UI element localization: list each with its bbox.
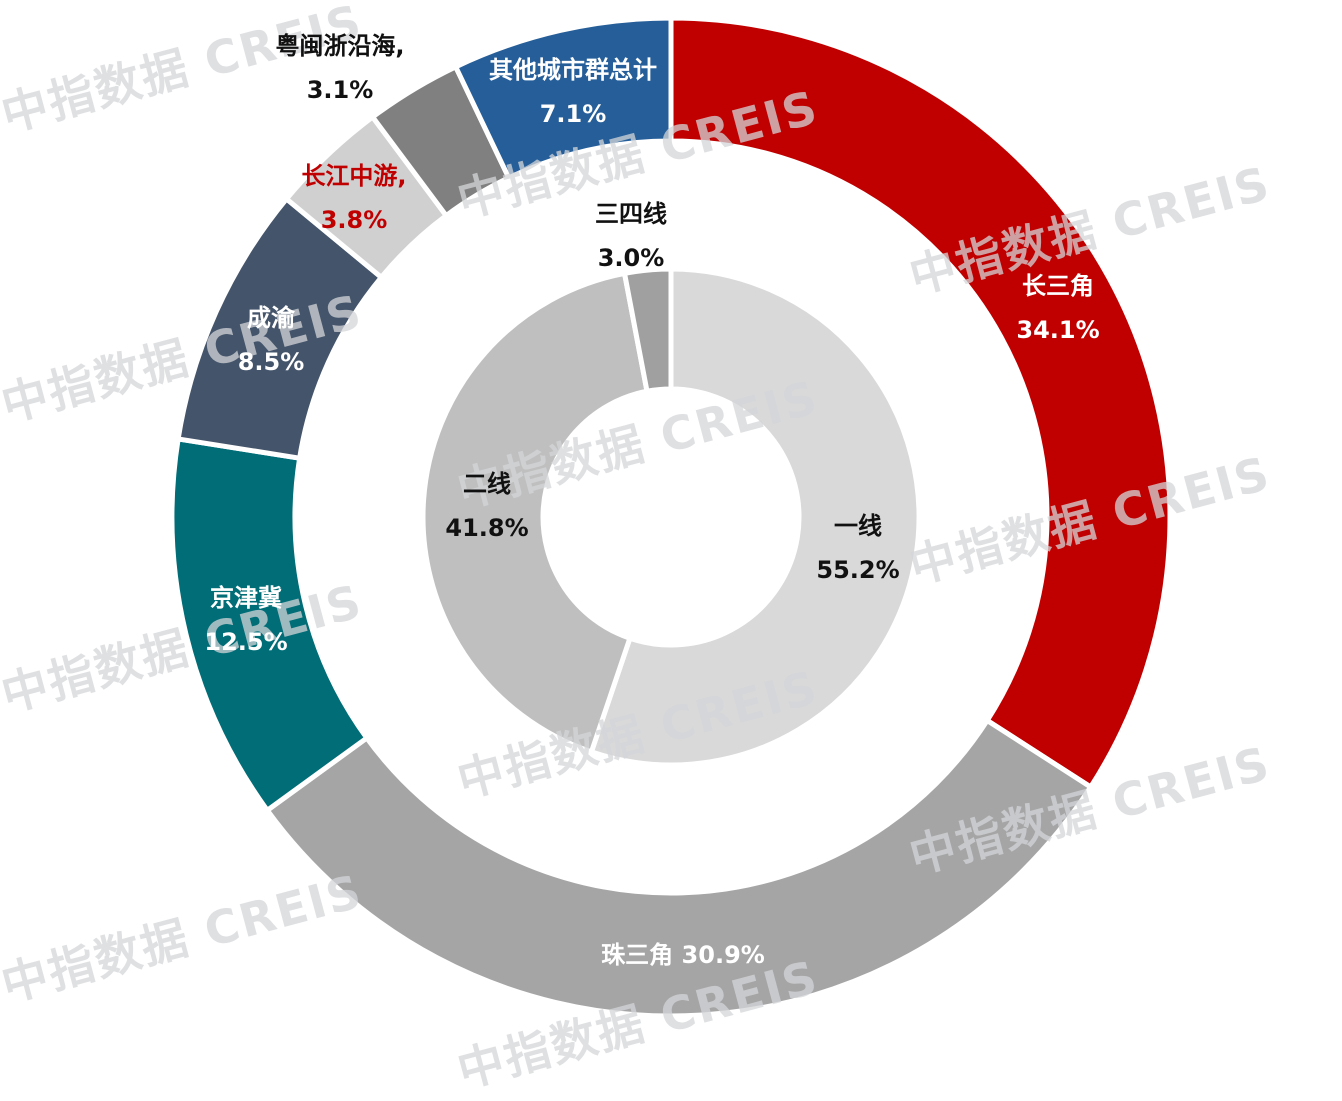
segment-name: 珠三角 [601,941,674,969]
segment-label: 三四线 3.0% [595,192,667,280]
donut-segment-inner-0 [588,266,922,768]
donut-segment-outer-0 [668,15,1173,791]
segment-name: 长三角 [1021,272,1094,300]
segment-name: 一线 [833,512,882,540]
segment-name: 二线 [462,470,511,498]
segment-percent: 3.8% [320,206,388,234]
segment-percent: 3.1% [306,76,374,104]
segment-label: 长江中游, 3.8% [301,154,406,242]
segment-label: 粤闽浙沿海, 3.1% [275,24,404,112]
segment-label: 长三角 34.1% [1016,264,1099,352]
segment-percent: 34.1% [1016,316,1100,344]
inner-ring [420,266,922,768]
segment-name: 其他城市群总计 [489,56,657,84]
segment-percent: 3.0% [597,244,665,272]
segment-percent: 41.8% [445,514,529,542]
segment-name: 三四线 [595,200,667,228]
segment-label: 其他城市群总计 7.1% [489,48,657,136]
donut-segment-outer-1 [263,717,1095,1019]
segment-percent: 55.2% [816,556,900,584]
nested-donut-chart [169,15,1173,1019]
segment-percent: 12.5% [204,628,288,656]
segment-name: 成渝 [247,304,295,332]
outer-ring [169,15,1173,1019]
segment-label: 成渝 8.5% [238,296,305,384]
donut-segment-inner-2 [621,266,674,395]
segment-percent: 30.9% [681,941,765,969]
segment-name: 京津冀 [209,584,282,612]
segment-label: 珠三角 30.9% [601,933,765,977]
segment-percent: 7.1% [539,100,607,128]
segment-name: 长江中游, [301,162,407,190]
donut-segment-outer-6 [452,15,674,182]
donut-segment-inner-1 [420,270,650,756]
segment-label: 二线 41.8% [445,462,528,550]
segment-percent: 8.5% [237,348,305,376]
segment-label: 一线 55.2% [816,504,899,592]
segment-name: 粤闽浙沿海, [275,32,405,60]
segment-label: 京津冀 12.5% [204,576,287,664]
